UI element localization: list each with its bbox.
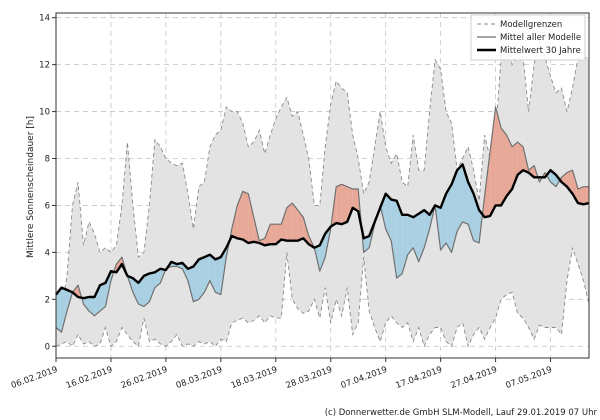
- series-lines: [55, 106, 590, 333]
- above-normal-fill: [72, 285, 78, 297]
- above-normal-fill: [352, 189, 359, 212]
- legend: Modellgrenzen Mittel aller Modelle Mitte…: [470, 14, 586, 61]
- below-normal-fill: [457, 164, 463, 232]
- below-normal-fill: [407, 214, 414, 255]
- below-normal-fill: [424, 210, 430, 248]
- above-normal-fill: [517, 142, 524, 175]
- above-normal-fill: [286, 203, 293, 241]
- above-normal-fill: [583, 186, 589, 205]
- x-tick-label: 16.02.2019: [65, 365, 114, 391]
- above-normal-fill: [270, 224, 276, 245]
- above-normal-fill: [506, 135, 513, 197]
- above-normal-fill: [264, 224, 271, 246]
- x-tick-label: 28.03.2019: [285, 365, 334, 391]
- above-normal-fill: [248, 193, 254, 243]
- y-tick-label: 12: [39, 61, 50, 71]
- x-tick-label: 08.03.2019: [175, 365, 224, 391]
- x-tick-label: 07.04.2019: [340, 365, 389, 391]
- legend-label-bounds: Modellgrenzen: [500, 20, 562, 30]
- x-tick-label: 07.05.2019: [504, 365, 553, 391]
- above-normal-fill: [341, 184, 348, 225]
- above-normal-fill: [347, 186, 353, 222]
- climate-mean-line: [55, 163, 590, 300]
- below-normal-fill: [61, 287, 67, 333]
- x-tick-label: 06.02.2019: [10, 365, 59, 391]
- x-tick-label: 17.04.2019: [395, 365, 444, 391]
- above-normal-fill: [242, 191, 249, 243]
- below-normal-fill: [418, 210, 425, 262]
- x-tick-label: 26.02.2019: [120, 365, 169, 391]
- above-normal-fill: [501, 128, 507, 206]
- model-mean-line: [55, 106, 589, 333]
- below-normal-fill: [149, 272, 155, 302]
- above-normal-fill: [292, 203, 298, 241]
- y-tick-label: 0: [45, 342, 50, 352]
- below-normal-fill: [100, 282, 106, 312]
- y-tick-label: 4: [45, 248, 50, 258]
- above-normal-fill: [578, 186, 584, 205]
- below-normal-fill: [56, 287, 62, 333]
- legend-label-model: Mittel aller Modelle: [500, 33, 581, 43]
- below-normal-fill: [440, 193, 447, 250]
- below-normal-fill: [143, 273, 150, 307]
- y-tick-label: 14: [39, 14, 50, 24]
- deviation-fills: [56, 106, 589, 333]
- above-normal-fill: [495, 106, 502, 206]
- below-normal-fill: [215, 257, 221, 295]
- below-normal-fill: [391, 199, 397, 279]
- below-normal-fill: [380, 193, 386, 229]
- below-normal-fill: [83, 297, 89, 312]
- below-normal-fill: [193, 259, 199, 302]
- below-normal-fill: [446, 184, 452, 253]
- below-normal-fill: [396, 200, 403, 279]
- above-normal-fill: [528, 165, 535, 178]
- above-normal-fill: [336, 184, 342, 225]
- below-normal-fill: [138, 275, 144, 307]
- above-normal-fill: [281, 207, 287, 241]
- y-tick-label: 10: [39, 108, 50, 118]
- above-normal-fill: [484, 151, 491, 218]
- plot-frame: [55, 12, 590, 359]
- below-normal-fill: [154, 268, 161, 288]
- credit-annotation: (c) Donnerwetter.de GmbH SLM-Modell, Lau…: [325, 408, 598, 418]
- below-normal-fill: [94, 285, 100, 316]
- below-normal-fill: [468, 182, 474, 241]
- x-axis: 06.02.2019 16.02.2019 26.02.2019 08.03.2019…: [10, 358, 554, 391]
- y-tick-label: 6: [45, 201, 50, 211]
- upper-bound-line: [55, 29, 589, 312]
- below-normal-fill: [132, 278, 139, 304]
- above-normal-fill: [297, 210, 304, 241]
- x-tick-label: 18.03.2019: [230, 365, 279, 391]
- above-normal-fill: [490, 106, 496, 216]
- below-normal-fill: [198, 257, 205, 300]
- y-axis-title: Mittlere Sonnenscheindauer [h]: [26, 116, 36, 258]
- below-normal-fill: [89, 297, 95, 316]
- below-normal-fill: [451, 170, 458, 253]
- y-axis: 0 2 4 6 8 10 12 14: [39, 14, 56, 352]
- y-tick-label: 8: [45, 155, 50, 165]
- y-tick-label: 2: [45, 295, 50, 305]
- x-tick-label: 27.04.2019: [449, 365, 498, 391]
- below-normal-fill: [187, 266, 194, 302]
- lower-bound-line: [55, 247, 590, 348]
- above-normal-fill: [561, 172, 567, 187]
- below-normal-fill: [385, 193, 392, 241]
- legend-label-climate: Mittelwert 30 Jahre: [500, 46, 581, 56]
